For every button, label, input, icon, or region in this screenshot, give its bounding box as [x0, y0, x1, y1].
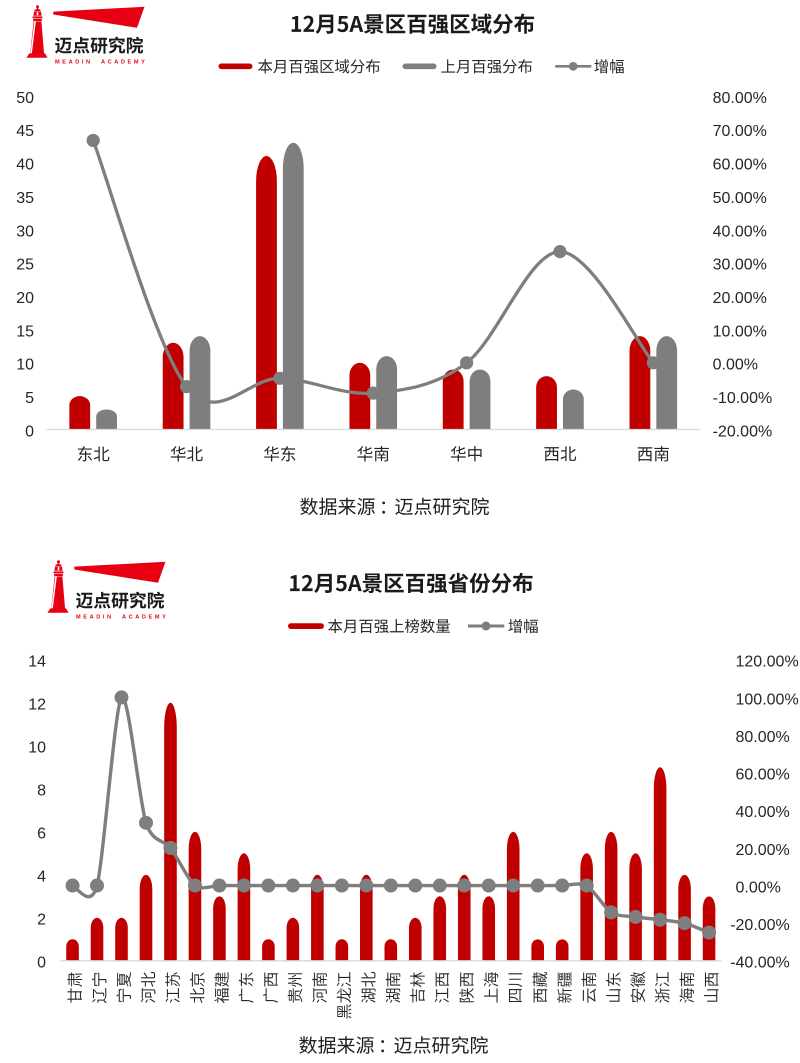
svg-text:80.00%: 80.00%: [713, 90, 767, 107]
svg-text:120.00%: 120.00%: [736, 654, 799, 671]
svg-text:10: 10: [16, 357, 34, 374]
svg-text:15: 15: [16, 323, 34, 340]
svg-text:70.00%: 70.00%: [713, 123, 767, 140]
svg-text:5: 5: [25, 390, 34, 407]
svg-text:MEADIN ACADEMY: MEADIN ACADEMY: [55, 59, 147, 65]
svg-text:8: 8: [37, 783, 46, 800]
svg-text:6: 6: [37, 826, 46, 843]
svg-text:100.00%: 100.00%: [736, 691, 799, 708]
svg-text:0.00%: 0.00%: [736, 879, 781, 896]
svg-text:50.00%: 50.00%: [713, 190, 767, 207]
svg-text:MEADIN ACADEMY: MEADIN ACADEMY: [76, 614, 168, 620]
svg-text:35: 35: [16, 190, 34, 207]
svg-text:0: 0: [37, 955, 46, 972]
svg-text:80.00%: 80.00%: [736, 729, 790, 746]
svg-text:10: 10: [28, 740, 46, 757]
svg-text:0: 0: [25, 423, 34, 440]
svg-text:20.00%: 20.00%: [713, 290, 767, 307]
svg-text:40.00%: 40.00%: [736, 804, 790, 821]
svg-text:40: 40: [16, 157, 34, 174]
svg-text:0.00%: 0.00%: [713, 357, 758, 374]
svg-text:30.00%: 30.00%: [713, 257, 767, 274]
svg-text:-20.00%: -20.00%: [713, 423, 773, 440]
svg-text:10.00%: 10.00%: [713, 323, 767, 340]
svg-text:2: 2: [37, 912, 46, 929]
svg-text:-10.00%: -10.00%: [713, 390, 773, 407]
svg-text:50: 50: [16, 90, 34, 107]
svg-text:25: 25: [16, 257, 34, 274]
svg-text:-40.00%: -40.00%: [730, 955, 790, 972]
svg-text:40.00%: 40.00%: [713, 223, 767, 240]
svg-text:30: 30: [16, 223, 34, 240]
svg-text:20: 20: [16, 290, 34, 307]
svg-text:12: 12: [28, 697, 46, 714]
svg-text:-20.00%: -20.00%: [730, 917, 790, 934]
svg-text:4: 4: [37, 869, 46, 886]
svg-text:45: 45: [16, 123, 34, 140]
svg-text:60.00%: 60.00%: [736, 767, 790, 784]
svg-text:20.00%: 20.00%: [736, 842, 790, 859]
svg-text:60.00%: 60.00%: [713, 157, 767, 174]
svg-text:14: 14: [28, 654, 46, 671]
